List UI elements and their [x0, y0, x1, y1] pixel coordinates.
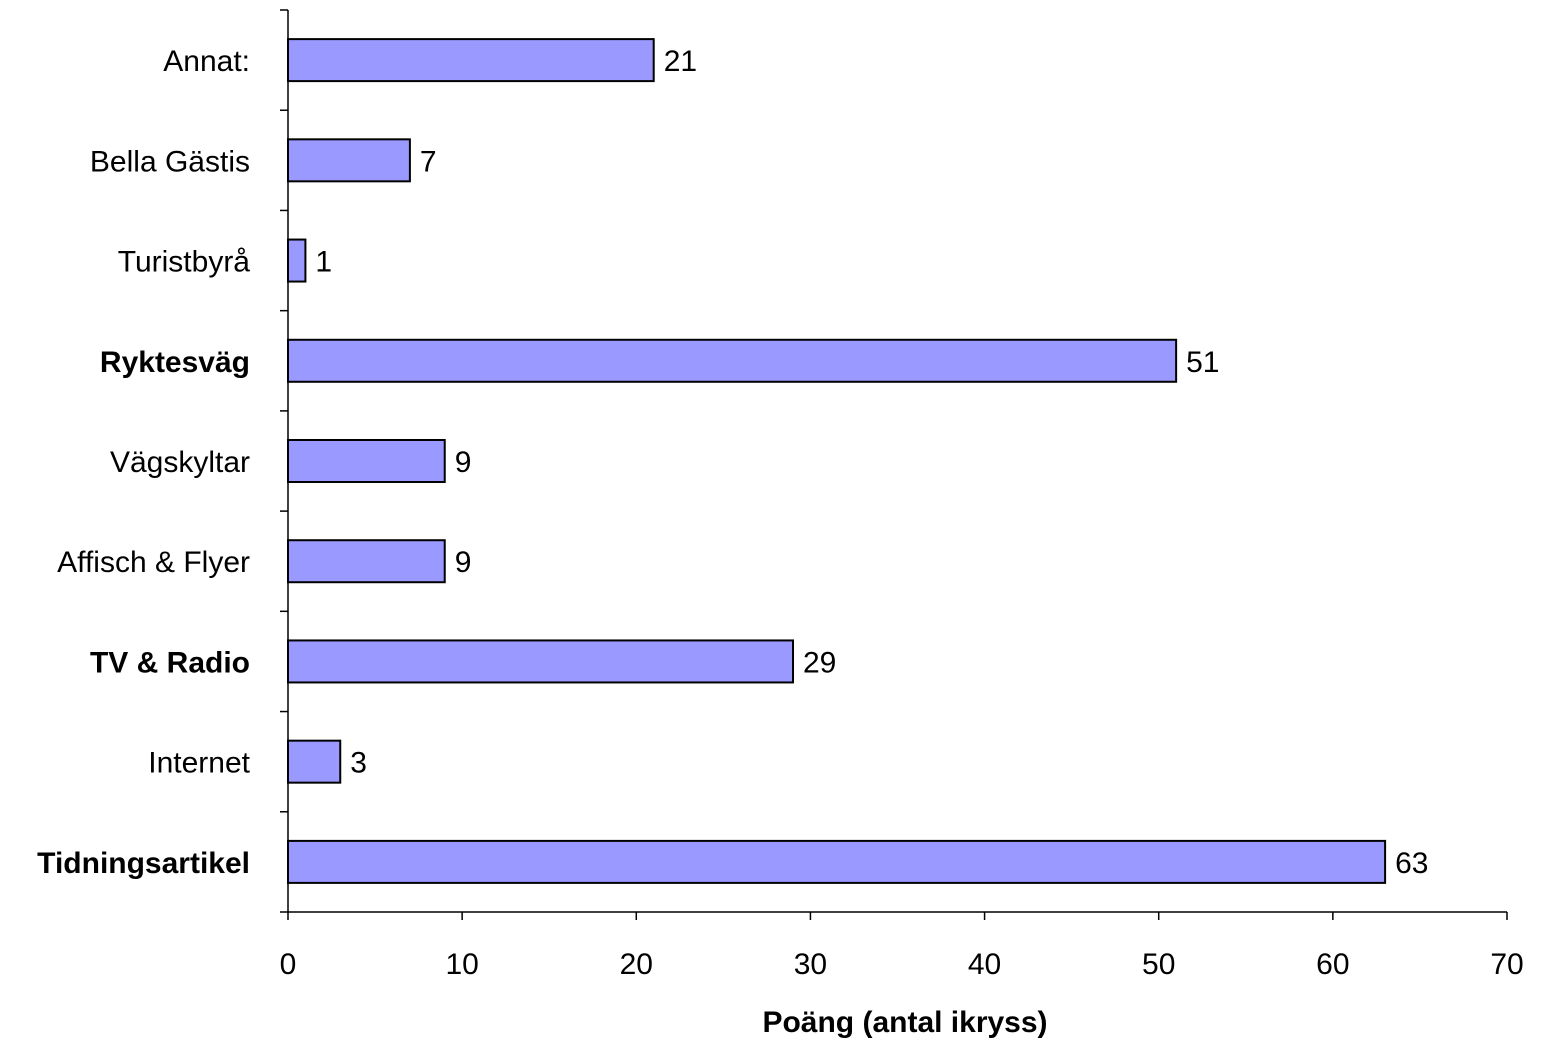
data-label: 29: [803, 646, 836, 679]
data-label: 51: [1186, 346, 1219, 379]
value-axis-tick-label: 70: [1490, 948, 1523, 981]
bar: [287, 539, 446, 584]
category-label: Affisch & Flyer: [57, 546, 250, 579]
data-label: 7: [420, 145, 437, 178]
bar: [287, 739, 342, 784]
data-label: 1: [315, 246, 332, 279]
x-axis-title: Poäng (antal ikryss): [762, 1006, 1047, 1039]
category-label: Tidningsartikel: [37, 847, 250, 880]
value-axis-tick-label: 30: [794, 948, 827, 981]
bar: [287, 338, 1178, 383]
data-label: 9: [455, 446, 472, 479]
category-label: Annat:: [163, 45, 250, 78]
bars: [287, 38, 1387, 884]
bar: [287, 639, 795, 684]
bar: [287, 839, 1387, 884]
data-label: 3: [350, 747, 367, 780]
category-label: Bella Gästis: [90, 145, 250, 178]
value-axis-tick-label: 20: [620, 948, 653, 981]
data-label: 9: [455, 546, 472, 579]
category-label: Ryktesväg: [100, 346, 250, 379]
bar: [287, 38, 655, 83]
value-axis-tick-label: 60: [1316, 948, 1349, 981]
value-axis-tick-label: 50: [1142, 948, 1175, 981]
category-label: Turistbyrå: [118, 246, 251, 279]
bar: [287, 439, 446, 483]
category-labels: Tidningsartikel Internet TV & Radio Affisch…: [37, 45, 250, 880]
value-axis-tick-label: 0: [280, 948, 297, 981]
value-axis-tick-label: 10: [445, 948, 478, 981]
value-axis: 0 10 20 30 40 50 60 70: [280, 911, 1524, 981]
bar: [287, 238, 307, 283]
value-labels: 63 3 29 9 9 51 1 7 21: [315, 45, 1428, 880]
category-label: TV & Radio: [90, 646, 250, 679]
category-label: Internet: [148, 747, 250, 780]
category-axis: [280, 9, 289, 913]
category-label: Vägskyltar: [110, 446, 250, 479]
data-label: 63: [1395, 847, 1428, 880]
data-label: 21: [664, 45, 697, 78]
value-axis-tick-label: 40: [968, 948, 1001, 981]
bar: [287, 138, 411, 183]
